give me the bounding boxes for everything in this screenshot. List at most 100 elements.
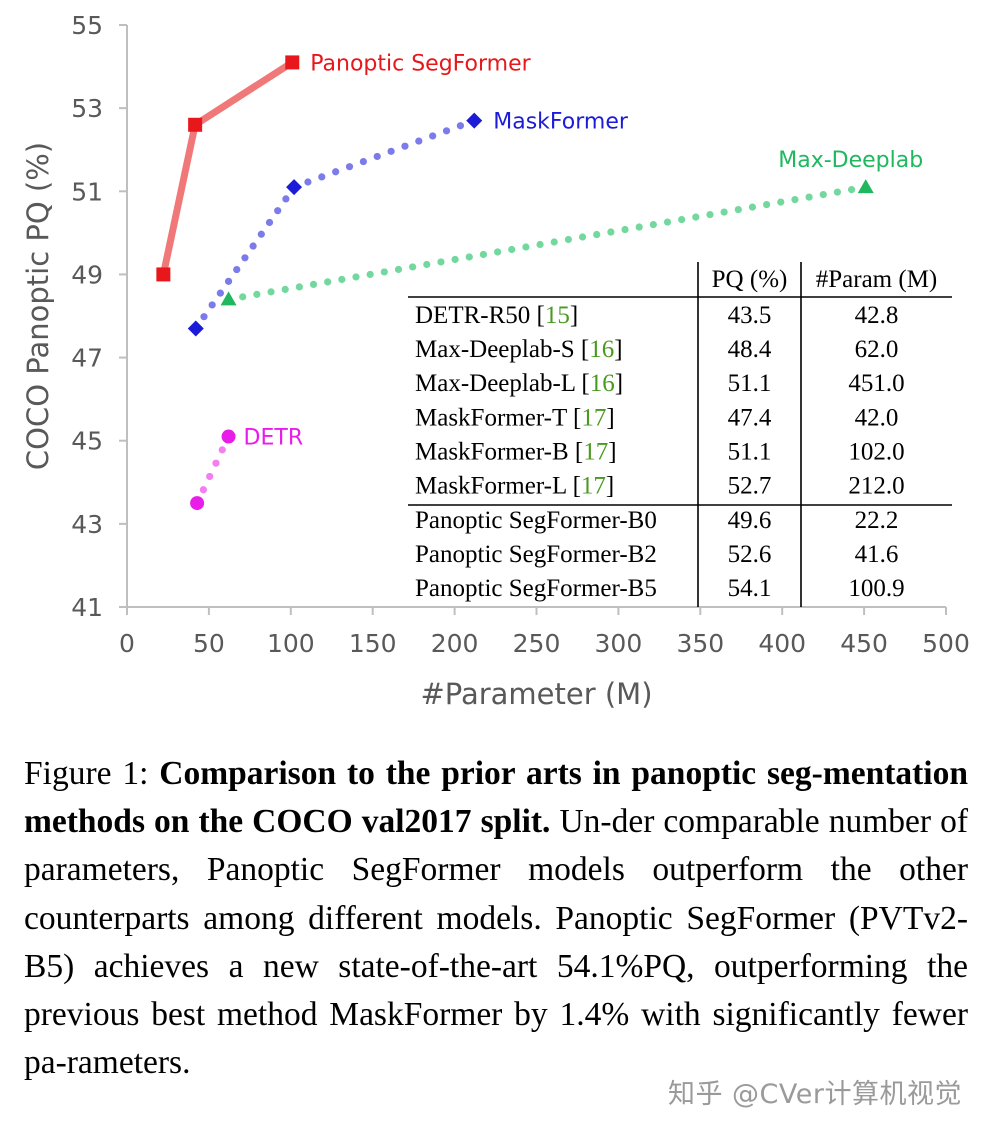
y-tick-label: 51 xyxy=(71,177,103,206)
y-tick-label: 49 xyxy=(71,260,103,289)
series-line-dot xyxy=(253,290,261,298)
method-name: MaskFormer-B [ xyxy=(415,438,583,465)
y-tick-label: 53 xyxy=(71,94,103,123)
series-line-dot xyxy=(415,137,423,145)
table-cell-pq: 54.1 xyxy=(728,575,772,602)
y-tick-label: 55 xyxy=(71,11,103,40)
series-line-dot xyxy=(373,152,381,161)
citation-link[interactable]: 17 xyxy=(581,404,606,431)
table-header-param: #Param (M) xyxy=(816,266,938,293)
citation-link[interactable]: 17 xyxy=(581,473,606,500)
series-line-dot xyxy=(734,205,742,214)
x-tick-label: 500 xyxy=(922,629,970,658)
series-line-dot xyxy=(366,270,374,279)
data-point-square xyxy=(188,117,203,132)
citation-link[interactable]: 17 xyxy=(583,438,608,465)
series-line-dot xyxy=(522,243,530,251)
x-tick-label: 200 xyxy=(431,629,479,658)
series-line-dot xyxy=(199,486,207,494)
series-line-dot xyxy=(200,313,208,321)
series-line-dot xyxy=(791,196,799,204)
series-line-dot xyxy=(536,240,544,249)
data-point-square xyxy=(285,55,300,70)
table-row-method: Panoptic SegFormer-B0 xyxy=(415,507,657,534)
series-max-deeplab xyxy=(220,179,874,306)
series-line-dot xyxy=(578,233,587,241)
series-line-dot xyxy=(621,225,629,234)
series-line-dot xyxy=(394,265,403,274)
series-line-dot xyxy=(282,195,290,203)
series-line-dot xyxy=(493,248,502,256)
table-cell-param: 41.6 xyxy=(855,541,899,568)
citation-bracket: ] xyxy=(570,302,578,329)
series-line-dot xyxy=(281,285,289,293)
series-line-dot xyxy=(345,163,354,171)
table-cell-pq: 52.7 xyxy=(728,473,772,500)
x-tick-label: 450 xyxy=(840,629,888,658)
table-cell-pq: 51.1 xyxy=(728,438,772,465)
method-name: MaskFormer-L [ xyxy=(415,473,581,500)
table-row-method: DETR-R50 [15] xyxy=(415,302,578,329)
series-line-dot xyxy=(309,280,318,289)
series-line-dot xyxy=(295,283,303,291)
method-name: Panoptic SegFormer-B5 xyxy=(415,575,657,602)
series-line-dot xyxy=(805,193,813,201)
series-line-dot xyxy=(359,157,367,166)
series-maskformer xyxy=(187,112,483,337)
series-line-dot xyxy=(338,275,346,284)
x-tick-label: 150 xyxy=(349,629,397,658)
table-cell-param: 42.8 xyxy=(855,302,899,329)
citation-link[interactable]: 16 xyxy=(589,336,614,363)
series-line-dot xyxy=(437,258,445,266)
table-row-method: Panoptic SegFormer-B2 xyxy=(415,541,657,568)
table-cell-param: 100.9 xyxy=(848,575,904,602)
data-point-diamond xyxy=(466,112,483,129)
series-label: Max-Deeplab xyxy=(778,148,923,173)
series-line-dot xyxy=(706,210,714,219)
y-tick-label: 43 xyxy=(71,510,103,539)
x-tick-label: 0 xyxy=(119,629,135,658)
series-line-dot xyxy=(206,472,214,481)
series-line-dot xyxy=(456,122,464,130)
series-line-dot xyxy=(429,132,437,140)
series-line-dot xyxy=(387,147,395,155)
data-point-square xyxy=(156,267,171,282)
series-line-dot xyxy=(663,218,672,226)
method-name: MaskFormer-T [ xyxy=(415,404,581,431)
y-axis-title: COCO Panoptic PQ (%) xyxy=(21,142,55,470)
table-row-method: MaskFormer-L [17] xyxy=(415,473,614,500)
x-axis-title: #Parameter (M) xyxy=(420,677,652,711)
figure-caption: Figure 1: Comparison to the prior arts i… xyxy=(24,750,968,1087)
series-line-dot xyxy=(216,289,224,297)
table-row-method: MaskFormer-B [17] xyxy=(415,438,617,465)
series-line-dot xyxy=(479,250,488,259)
series-line-dot xyxy=(274,207,282,215)
series-line-dot xyxy=(318,173,326,181)
table-row-method: Panoptic SegFormer-B5 xyxy=(415,575,657,602)
series-line-dot xyxy=(239,293,247,301)
series-line-dot xyxy=(748,203,757,211)
series-label: MaskFormer xyxy=(493,110,629,135)
table-cell-pq: 48.4 xyxy=(728,336,772,363)
citation-bracket: ] xyxy=(608,438,616,465)
table-row-method: Max-Deeplab-L [16] xyxy=(415,370,623,397)
results-table: PQ (%) #Param (M) DETR-R50 [15] 43.5 42.8 Max… xyxy=(408,262,952,607)
series-line-dot xyxy=(720,208,728,216)
citation-link[interactable]: 15 xyxy=(545,302,570,329)
series-line-dot xyxy=(763,200,771,209)
table-cell-pq: 49.6 xyxy=(728,507,772,534)
caption-body: Un-der comparable number of parameters, … xyxy=(24,803,969,1082)
chart: 41 43 45 47 49 51 53 55 0 50 100 150 200 250 300 350 400… xyxy=(21,11,970,711)
series-layer xyxy=(156,55,874,511)
table-row-method: MaskFormer-T [17] xyxy=(415,404,615,431)
table-cell-pq: 52.6 xyxy=(728,541,772,568)
table-cell-pq: 43.5 xyxy=(728,302,772,329)
x-tick-label: 300 xyxy=(595,629,643,658)
series-panoptic-segformer xyxy=(156,55,300,282)
series-line xyxy=(159,59,295,276)
series-line-dot xyxy=(332,168,340,176)
data-point-diamond xyxy=(187,320,204,337)
citation-link[interactable]: 16 xyxy=(590,370,615,397)
series-line-dot xyxy=(304,178,312,186)
method-name: Max-Deeplab-L [ xyxy=(415,370,590,397)
